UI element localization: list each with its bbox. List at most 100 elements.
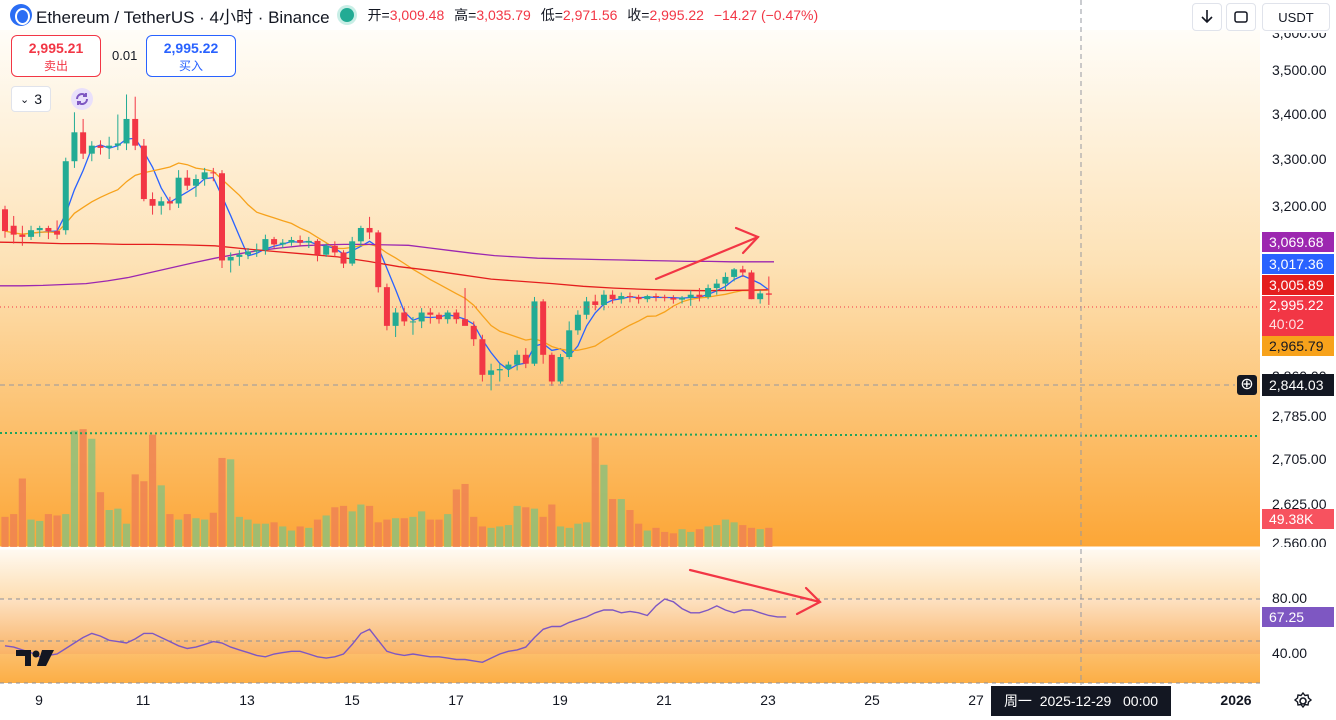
volume-bar [357,504,365,547]
time-tick: 13 [239,692,255,708]
volume-bar [452,489,460,547]
market-status-icon[interactable] [339,8,354,22]
candle-body [670,297,677,300]
volume-bar [695,529,703,547]
sell-button[interactable]: 2,995.21 卖出 [11,35,101,77]
volume-bar [296,526,304,547]
volume-bar [287,530,296,547]
price-tick: 3,400.00 [1272,106,1327,122]
candle-body [366,227,373,233]
settings-gear-icon[interactable] [1292,690,1314,712]
candle-body [236,254,243,257]
tradingview-logo[interactable] [16,650,54,666]
price-axis-background [1262,30,1336,685]
sell-label: 卖出 [43,59,68,73]
ma-red-price-label: 3,005.89 [1262,275,1334,295]
candle-body [140,145,147,200]
volume-bar [148,434,157,547]
candlesticks [2,94,772,391]
ohlc-values: 开=3,009.48 高=3,035.79 低=2,971.56 收=2,995… [367,7,819,23]
volume-bar [513,505,521,547]
candle-body [653,296,659,298]
volume-bar [331,507,339,547]
volume-bar [756,529,764,547]
volume-bar [10,514,18,547]
candle-body [462,319,469,326]
volume-bar [183,514,191,547]
symbol-title[interactable]: Ethereum / TetherUS · 4小时 · Binance [36,7,330,27]
volume-bar [383,519,391,547]
candle-body [731,269,738,277]
candle-body [106,145,113,148]
volume-bar [270,522,278,547]
candle-body [392,312,399,326]
price-tick: 3,300.00 [1272,151,1327,167]
candle-body [314,240,321,255]
crosshair-time-label: 周一 2025-12-29 00:00 [991,686,1171,716]
volume-bar [392,518,400,547]
crosshair-add-button[interactable]: ⊕ [1237,375,1257,395]
candle-body [175,177,182,204]
rsi-tick: 40.00 [1272,645,1308,661]
ethereum-logo-icon [10,4,32,26]
candle-body [227,256,234,261]
fullscreen-button[interactable] [1226,3,1256,31]
candle-body [262,239,269,251]
ma-orange-price-label: 2,965.79 [1262,336,1334,356]
candle-body [635,296,642,300]
candle-body [401,312,408,322]
volume-bar [313,519,322,547]
rsi-band [0,599,1260,654]
candle-body [687,294,694,298]
volume-bar [409,516,417,547]
candle-body [219,173,225,261]
volume-bar [209,512,217,547]
candle-body [36,227,43,231]
candle-body [375,232,382,288]
candle-body [583,301,590,315]
candle-body [705,288,712,297]
candle-body [349,241,356,264]
candle-body [418,312,425,322]
trend-arrow-rsi[interactable] [688,568,822,616]
trend-arrow-price[interactable] [654,226,760,281]
ma-purple-price-label: 3,069.68 [1262,232,1334,252]
volume-bar [131,474,139,547]
time-tick: 15 [344,692,360,708]
candle-body [522,354,529,364]
time-tick: 27 [968,692,984,708]
candle-body [679,297,686,300]
volume-bar [36,520,44,547]
candle-body [748,272,755,300]
candle-body [71,132,78,162]
volume-bar [574,523,582,547]
currency-button[interactable]: USDT [1262,3,1330,31]
candle-body [644,296,651,300]
volume-bar [1,516,9,547]
sync-icon[interactable] [71,88,93,110]
ma-orange-line [4,162,769,352]
candle-body [453,312,460,320]
volume-bar [62,514,70,547]
candle-body [297,239,304,243]
candle-body [279,242,286,245]
volume-bar [166,514,174,547]
candle-body [470,325,477,340]
candle-body [739,269,746,273]
ma-purple-line [0,243,774,287]
sell-price: 2,995.21 [28,40,84,56]
download-button[interactable] [1192,3,1222,31]
volume-bar [44,514,52,547]
buy-button[interactable]: 2,995.22 买入 [146,35,236,77]
candle-body [149,199,156,206]
candle-body [45,227,52,232]
indicators-toggle[interactable]: ⌄ 3 [11,86,51,112]
price-tick: 3,600.00 [1272,25,1327,41]
volume-bar [418,511,426,547]
candle-body [132,118,139,146]
volume-bar [444,514,452,547]
volume-bar [730,522,738,547]
time-tick: 19 [552,692,568,708]
